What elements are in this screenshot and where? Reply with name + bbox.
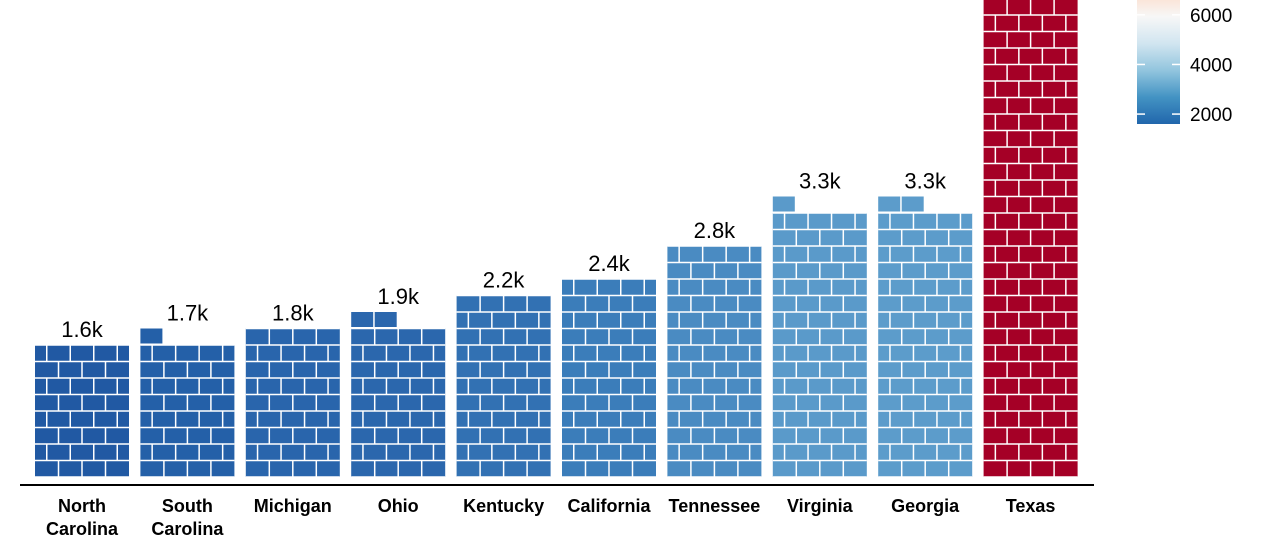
x-tick-label-michigan: Michigan bbox=[254, 496, 332, 516]
bar-texas bbox=[983, 0, 1078, 478]
bar-california bbox=[562, 278, 656, 478]
bar-north-carolina bbox=[35, 344, 129, 478]
bar-body-kentucky bbox=[456, 295, 551, 477]
data-label-california: 2.4k bbox=[588, 251, 631, 276]
bar-top-brick-virginia bbox=[772, 196, 795, 212]
x-tick-label-ohio: Ohio bbox=[378, 496, 419, 516]
x-tick-label-georgia: Georgia bbox=[891, 496, 960, 516]
legend-tick-label: 2000 bbox=[1190, 105, 1232, 126]
bar-top-brick-ohio bbox=[351, 312, 374, 327]
bars-layer bbox=[35, 0, 1078, 478]
bar-kentucky bbox=[456, 294, 551, 478]
bar-ohio bbox=[351, 312, 446, 478]
data-label-kentucky: 2.2k bbox=[483, 268, 526, 293]
x-tick-label-texas: Texas bbox=[1006, 496, 1056, 516]
bar-top-brick-georgia bbox=[901, 196, 924, 212]
bar-south-carolina bbox=[140, 328, 235, 478]
legend-color-bar bbox=[1137, 0, 1180, 124]
bar-michigan bbox=[245, 327, 340, 478]
bar-top-brick-ohio bbox=[374, 312, 397, 327]
data-label-ohio: 1.9k bbox=[377, 284, 420, 309]
data-label-georgia: 3.3k bbox=[904, 169, 947, 194]
x-tick-label-north-carolina: North Carolina bbox=[46, 496, 119, 539]
data-label-michigan: 1.8k bbox=[272, 301, 315, 326]
bar-georgia bbox=[878, 196, 973, 478]
bar-top-brick-south-carolina bbox=[140, 328, 163, 344]
bar-tennessee bbox=[667, 245, 762, 478]
data-label-north-carolina: 1.6k bbox=[61, 317, 104, 342]
data-labels-layer: 1.6k 1.7k 1.8k 1.9k 2.2k 2.4k 2.8k 3.3k 3.3k bbox=[61, 169, 947, 343]
data-label-tennessee: 2.8k bbox=[694, 218, 737, 243]
x-tick-label-virginia: Virginia bbox=[787, 496, 854, 516]
bar-virginia bbox=[772, 196, 867, 478]
bar-top-brick-georgia bbox=[878, 196, 901, 212]
legend-tick-label: 6000 bbox=[1190, 6, 1232, 27]
data-label-virginia: 3.3k bbox=[799, 169, 842, 194]
color-legend: 6000 4000 2000 bbox=[1137, 0, 1232, 126]
legend-tick-label: 4000 bbox=[1190, 55, 1232, 76]
x-tick-label-south-carolina: South Carolina bbox=[151, 496, 224, 539]
x-tick-label-tennessee: Tennessee bbox=[669, 496, 761, 516]
x-tick-labels-layer: North Carolina South Carolina Michigan Ohio Ke… bbox=[46, 496, 1055, 539]
x-tick-label-kentucky: Kentucky bbox=[463, 496, 544, 516]
x-tick-label-california: California bbox=[567, 496, 651, 516]
data-label-south-carolina: 1.7k bbox=[167, 301, 210, 326]
